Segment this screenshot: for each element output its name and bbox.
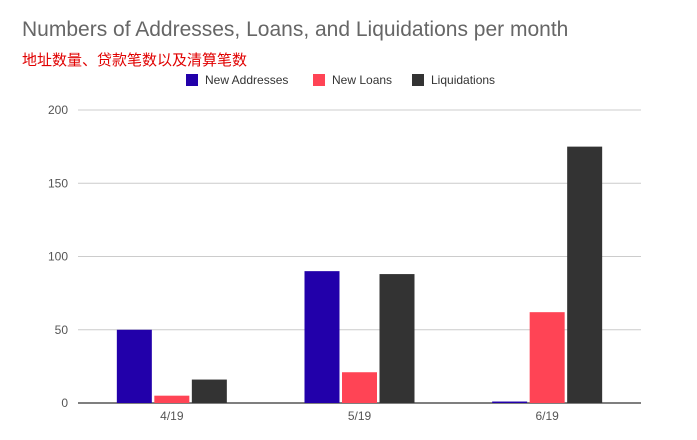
bars <box>116 146 603 403</box>
bar-new-loans-5-19 <box>342 372 377 403</box>
legend-swatch <box>313 74 325 86</box>
legend-swatch <box>412 74 424 86</box>
y-axis: 0 50 100 150 200 <box>48 103 68 410</box>
chart-title: Numbers of Addresses, Loans, and Liquida… <box>22 18 569 41</box>
bar-new-addresses-5-19 <box>304 271 340 403</box>
bar-new-loans-6-19 <box>529 312 565 403</box>
x-tick-label: 4/19 <box>160 409 184 423</box>
legend-swatch <box>186 74 198 86</box>
y-tick-label: 50 <box>55 323 69 337</box>
y-tick-label: 200 <box>48 103 68 117</box>
y-tick-label: 0 <box>61 396 68 410</box>
chart-subtitle: 地址数量、贷款笔数以及清算笔数 <box>22 51 248 69</box>
bar-new-addresses-4-19 <box>116 329 152 403</box>
bar-liquidations-5-19 <box>379 274 415 403</box>
legend-label: New Addresses <box>205 73 288 87</box>
x-tick-label: 6/19 <box>535 409 559 423</box>
y-tick-label: 150 <box>48 176 68 190</box>
bar-new-addresses-6-19 <box>492 401 528 403</box>
x-tick-label: 5/19 <box>348 409 372 423</box>
legend-label: Liquidations <box>431 73 495 87</box>
y-tick-label: 100 <box>48 250 68 264</box>
bar-liquidations-6-19 <box>567 146 603 403</box>
bar-liquidations-4-19 <box>191 379 227 403</box>
legend-label: New Loans <box>332 73 392 87</box>
legend: New Addresses New Loans Liquidations <box>186 73 495 87</box>
bar-new-loans-4-19 <box>154 395 190 403</box>
x-axis: 4/19 5/19 6/19 <box>160 409 559 423</box>
